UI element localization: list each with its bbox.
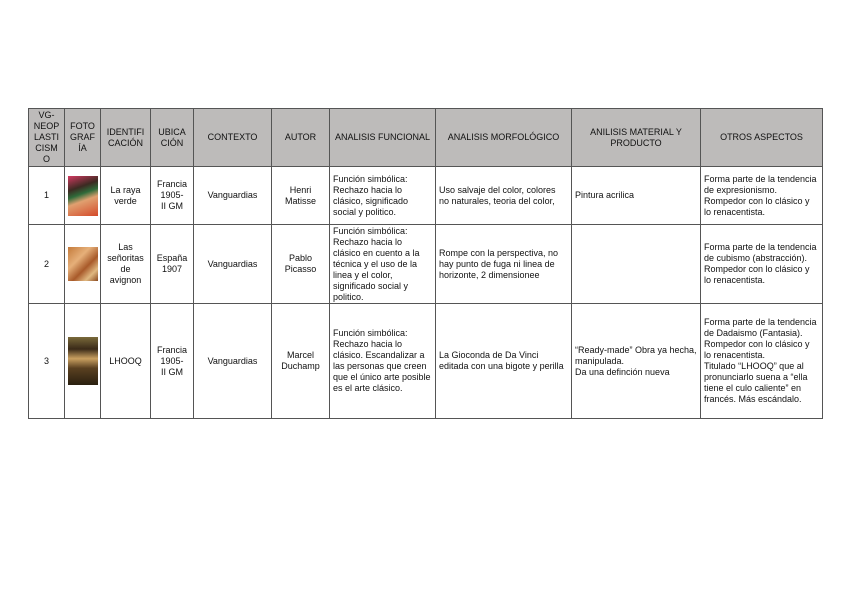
art-analysis-table: VG- NEOP LASTI CISM O FOTO GRAF ÍA IDENT… xyxy=(28,108,823,419)
morfologico-cell: Uso salvaje del color, colores no natura… xyxy=(435,166,572,225)
header-cell: VG- NEOP LASTI CISM O xyxy=(28,108,65,167)
table-row: 3 LHOOQ Francia 1905- II GM Vanguardias … xyxy=(28,303,823,419)
row-number: 1 xyxy=(28,166,65,225)
table-row: 2 Las señoritas de avignon España 1907 V… xyxy=(28,224,823,304)
material-cell: Pintura acrilica xyxy=(571,166,701,225)
row-number: 3 xyxy=(28,303,65,419)
identificacion-cell: La raya verde xyxy=(100,166,151,225)
photo-cell xyxy=(64,224,101,304)
material-cell: “Ready-made” Obra ya hecha, manipulada. … xyxy=(571,303,701,419)
header-cell: AUTOR xyxy=(271,108,330,167)
table-row: 1 La raya verde Francia 1905- II GM Vang… xyxy=(28,166,823,225)
ubicacion-cell: Francia 1905- II GM xyxy=(150,303,194,419)
header-cell: ANALISIS MORFOLÓGICO xyxy=(435,108,572,167)
identificacion-cell: LHOOQ xyxy=(100,303,151,419)
otros-cell: Forma parte de la tendencia de expresion… xyxy=(700,166,823,225)
photo-cell xyxy=(64,303,101,419)
painting-thumbnail xyxy=(68,247,98,281)
funcional-cell: Función simbólica: Rechazo hacia lo clás… xyxy=(329,166,436,225)
header-cell: FOTO GRAF ÍA xyxy=(64,108,101,167)
painting-thumbnail xyxy=(68,337,98,385)
autor-cell: Henri Matisse xyxy=(271,166,330,225)
contexto-cell: Vanguardias xyxy=(193,166,272,225)
autor-cell: Pablo Picasso xyxy=(271,224,330,304)
autor-cell: Marcel Duchamp xyxy=(271,303,330,419)
morfologico-cell: Rompe con la perspectiva, no hay punto d… xyxy=(435,224,572,304)
header-row: VG- NEOP LASTI CISM O FOTO GRAF ÍA IDENT… xyxy=(28,108,823,167)
otros-cell: Forma parte de la tendencia de Dadaismo … xyxy=(700,303,823,419)
identificacion-cell: Las señoritas de avignon xyxy=(100,224,151,304)
painting-thumbnail xyxy=(68,175,98,216)
header-cell: UBICA CIÓN xyxy=(150,108,194,167)
header-cell: OTROS ASPECTOS xyxy=(700,108,823,167)
ubicacion-cell: España 1907 xyxy=(150,224,194,304)
header-cell: ANILISIS MATERIAL Y PRODUCTO xyxy=(571,108,701,167)
header-cell: IDENTIFI CACIÓN xyxy=(100,108,151,167)
contexto-cell: Vanguardias xyxy=(193,303,272,419)
header-cell: CONTEXTO xyxy=(193,108,272,167)
contexto-cell: Vanguardias xyxy=(193,224,272,304)
morfologico-cell: La Gioconda de Da Vinci editada con una … xyxy=(435,303,572,419)
ubicacion-cell: Francia 1905- II GM xyxy=(150,166,194,225)
photo-cell xyxy=(64,166,101,225)
funcional-cell: Función simbólica: Rechazo hacia lo clás… xyxy=(329,224,436,304)
material-cell xyxy=(571,224,701,304)
funcional-cell: Función simbólica: Rechazo hacia lo clás… xyxy=(329,303,436,419)
otros-cell: Forma parte de la tendencia de cubismo (… xyxy=(700,224,823,304)
header-cell: ANALISIS FUNCIONAL xyxy=(329,108,436,167)
row-number: 2 xyxy=(28,224,65,304)
